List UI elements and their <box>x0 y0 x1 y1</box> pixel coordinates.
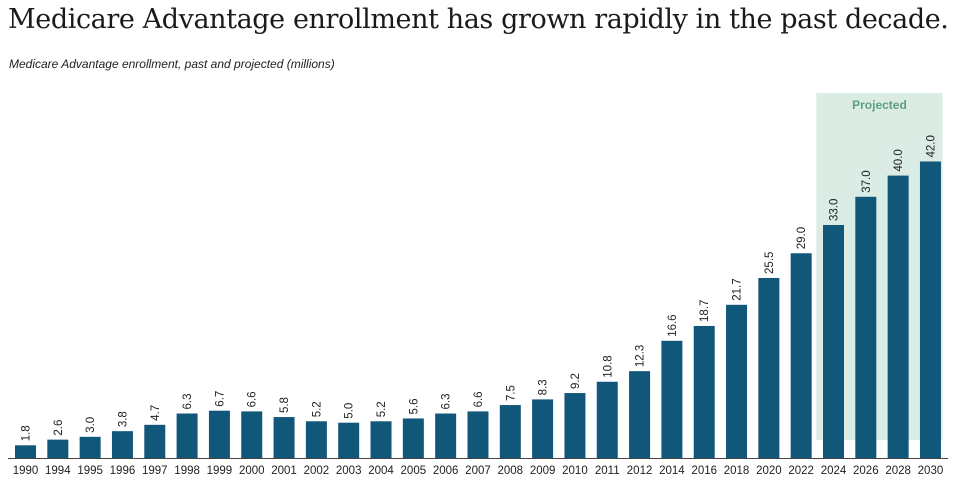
x-tick-2007: 2007 <box>465 465 491 477</box>
value-label-2016: 18.7 <box>699 300 711 322</box>
bar-2024 <box>823 225 844 458</box>
value-label-2005: 5.6 <box>408 398 420 414</box>
bar-1990 <box>15 445 36 458</box>
bar-2010 <box>564 393 586 458</box>
x-tick-2014: 2014 <box>659 465 685 477</box>
x-tick-2026: 2026 <box>853 465 879 477</box>
value-label-2020: 25.5 <box>764 252 776 274</box>
bar-2001 <box>273 417 295 458</box>
value-label-2022: 29.0 <box>796 227 808 249</box>
x-tick-2011: 2011 <box>595 465 620 477</box>
value-label-2006: 6.3 <box>441 394 453 410</box>
bar-1997 <box>144 424 166 458</box>
bar-2012 <box>629 371 651 458</box>
value-label-2009: 8.3 <box>538 379 550 395</box>
bar-2006 <box>435 413 457 458</box>
bar-1994 <box>47 439 69 458</box>
x-tick-2012: 2012 <box>627 465 653 477</box>
value-label-2004: 5.2 <box>376 401 388 417</box>
bar-2004 <box>370 421 392 458</box>
value-label-2018: 21.7 <box>732 278 744 300</box>
x-tick-2018: 2018 <box>724 465 750 477</box>
bar-2030 <box>919 161 941 459</box>
chart-subtitle: Medicare Advantage enrollment, past and … <box>9 57 335 71</box>
bar-2026 <box>855 196 877 458</box>
bar-2002 <box>305 421 327 458</box>
bar-2005 <box>402 418 424 458</box>
value-label-2028: 40.0 <box>893 149 905 171</box>
value-label-1995: 3.0 <box>85 417 97 433</box>
x-tick-2004: 2004 <box>368 465 394 477</box>
x-tick-2030: 2030 <box>918 465 944 477</box>
value-label-2024: 33.0 <box>829 199 841 221</box>
value-label-1994: 2.6 <box>53 420 65 436</box>
bar-2003 <box>338 422 360 458</box>
x-tick-2009: 2009 <box>530 465 556 477</box>
x-tick-2001: 2001 <box>271 465 297 477</box>
x-tick-2003: 2003 <box>336 465 362 477</box>
x-tick-1994: 1994 <box>45 465 71 477</box>
x-tick-2024: 2024 <box>821 465 847 477</box>
bar-1999 <box>208 410 230 458</box>
x-tick-1996: 1996 <box>110 465 136 477</box>
value-label-2001: 5.8 <box>279 397 291 413</box>
value-label-2012: 12.3 <box>635 345 647 367</box>
value-label-2030: 42.0 <box>925 135 937 157</box>
x-tick-2008: 2008 <box>498 465 524 477</box>
x-tick-2010: 2010 <box>562 465 588 477</box>
value-label-2010: 9.2 <box>570 373 582 389</box>
value-label-2014: 16.6 <box>667 314 679 336</box>
value-label-1998: 6.3 <box>182 394 194 410</box>
value-label-1996: 3.8 <box>117 411 129 427</box>
x-tick-2005: 2005 <box>401 465 427 477</box>
bar-2016 <box>693 325 715 458</box>
bar-2022 <box>790 253 812 458</box>
bar-1995 <box>79 436 101 458</box>
x-tick-2028: 2028 <box>885 465 911 477</box>
x-tick-2022: 2022 <box>788 465 814 477</box>
x-tick-2016: 2016 <box>691 465 717 477</box>
bar-1996 <box>111 431 133 458</box>
value-label-2008: 7.5 <box>505 385 517 401</box>
bar-2011 <box>596 381 618 458</box>
projected-label: Projected <box>852 98 907 112</box>
bar-2000 <box>241 411 263 458</box>
x-tick-1990: 1990 <box>13 465 39 477</box>
value-label-2000: 6.6 <box>247 391 259 407</box>
value-label-2007: 6.6 <box>473 391 485 407</box>
x-tick-1997: 1997 <box>142 465 168 477</box>
value-label-1999: 6.7 <box>214 391 226 407</box>
x-tick-1998: 1998 <box>174 465 200 477</box>
chart-title: Medicare Advantage enrollment has grown … <box>8 4 949 35</box>
bar-2018 <box>726 304 748 458</box>
bar-2009 <box>532 399 554 458</box>
x-tick-1995: 1995 <box>77 465 103 477</box>
value-label-2026: 37.0 <box>861 170 873 192</box>
bar-2028 <box>887 175 909 458</box>
bar-2008 <box>499 405 521 458</box>
value-label-2011: 10.8 <box>602 355 614 377</box>
bar-1998 <box>176 413 198 458</box>
value-label-1997: 4.7 <box>150 405 162 421</box>
value-label-2002: 5.2 <box>311 401 323 417</box>
x-tick-1999: 1999 <box>207 465 233 477</box>
bar-2007 <box>467 411 489 458</box>
x-tick-2006: 2006 <box>433 465 459 477</box>
x-tick-2000: 2000 <box>239 465 265 477</box>
bar-2020 <box>758 277 780 458</box>
value-label-1990: 1.8 <box>21 425 33 441</box>
x-tick-2002: 2002 <box>304 465 330 477</box>
value-label-2003: 5.0 <box>344 403 356 419</box>
bar-2014 <box>661 340 683 458</box>
x-tick-2020: 2020 <box>756 465 782 477</box>
